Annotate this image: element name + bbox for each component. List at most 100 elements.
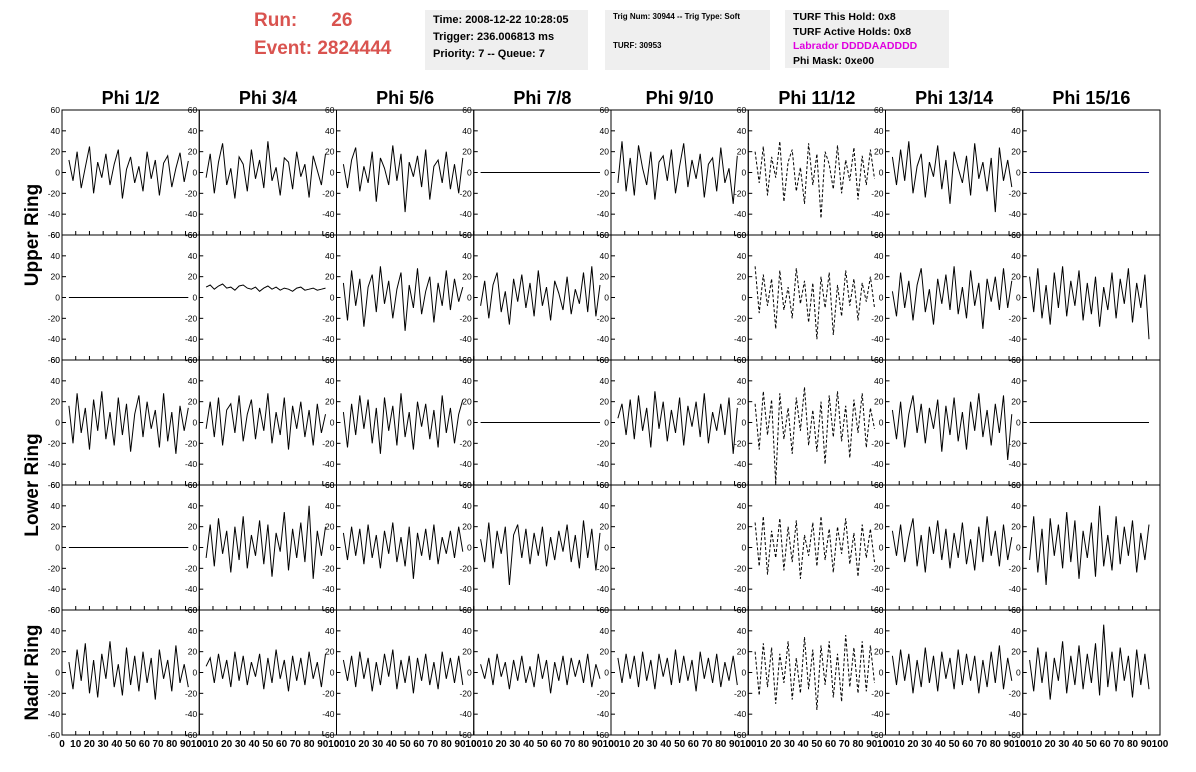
y-tick-label: 20: [51, 147, 61, 157]
y-tick-label: 20: [737, 647, 747, 657]
y-tick-label: 40: [737, 376, 747, 386]
y-tick-label: -60: [322, 730, 335, 740]
y-tick-label: 40: [600, 376, 610, 386]
y-tick-label: -20: [1008, 188, 1021, 198]
y-tick-label: -40: [185, 584, 198, 594]
x-tick-label: 0: [59, 739, 65, 750]
column-title: Phi 3/4: [239, 88, 297, 108]
y-tick-label: 40: [188, 376, 198, 386]
y-tick-label: 20: [188, 147, 198, 157]
y-tick-label: 60: [874, 480, 884, 490]
waveform: [891, 645, 1013, 694]
y-tick-label: 20: [874, 647, 884, 657]
turf-box: TURF This Hold: 0x8 TURF Active Holds: 0…: [785, 10, 949, 68]
y-tick-label: 0: [1016, 293, 1021, 303]
y-tick-label: -40: [48, 709, 61, 719]
x-tick-label: 10: [345, 739, 357, 750]
x-tick-label: 20: [633, 739, 645, 750]
x-tick-label: 0: [883, 739, 889, 750]
y-tick-label: -20: [322, 313, 335, 323]
y-tick-label: 60: [1011, 105, 1021, 115]
y-tick-label: -40: [48, 584, 61, 594]
y-tick-label: 20: [51, 522, 61, 532]
y-tick-label: -40: [459, 334, 472, 344]
y-tick-label: 60: [874, 355, 884, 365]
y-tick-label: 40: [1011, 126, 1021, 136]
column-title: Phi 1/2: [102, 88, 160, 108]
x-tick-label: 80: [715, 739, 727, 750]
x-tick-label: 70: [976, 739, 988, 750]
y-tick-label: 60: [600, 105, 610, 115]
y-tick-label: 0: [467, 293, 472, 303]
y-tick-label: -20: [185, 438, 198, 448]
y-tick-label: 20: [51, 272, 61, 282]
y-tick-label: 40: [325, 501, 335, 511]
time-box: Time: 2008-12-22 10:28:05 Trigger: 236.0…: [425, 10, 588, 70]
y-tick-label: -40: [1008, 584, 1021, 594]
y-tick-label: 0: [330, 168, 335, 178]
x-tick-label: 20: [221, 739, 233, 750]
x-tick-label: 60: [688, 739, 700, 750]
y-tick-label: 0: [879, 668, 884, 678]
x-tick-label: 70: [839, 739, 851, 750]
y-tick-label: 40: [325, 626, 335, 636]
x-tick-label: 30: [98, 739, 110, 750]
y-tick-label: -40: [597, 709, 610, 719]
y-tick-label: 0: [879, 168, 884, 178]
y-tick-label: 60: [737, 105, 747, 115]
x-tick-label: 100: [603, 739, 620, 750]
y-tick-label: 60: [51, 480, 61, 490]
y-tick-label: 60: [462, 230, 472, 240]
x-tick-label: 50: [1086, 739, 1098, 750]
y-tick-label: 20: [874, 147, 884, 157]
x-tick-label: 90: [592, 739, 604, 750]
y-tick-label: 20: [325, 272, 335, 282]
waveform: [1029, 505, 1150, 586]
turf-active: TURF Active Holds: 0x8: [793, 25, 912, 38]
x-tick-label: 100: [465, 739, 482, 750]
y-tick-label: 60: [1011, 480, 1021, 490]
y-tick-label: 60: [462, 105, 472, 115]
column-title: Phi 9/10: [646, 88, 714, 108]
ring-label: Nadir Ring: [22, 624, 43, 720]
y-tick-label: 20: [737, 522, 747, 532]
y-tick-label: 40: [737, 626, 747, 636]
x-tick-label: 50: [400, 739, 412, 750]
trig-num: Trig Num: 30944 -- Trig Type: Soft: [613, 12, 740, 21]
x-tick-label: 90: [180, 739, 192, 750]
ring-label: Upper Ring: [22, 184, 43, 286]
waveform: [480, 520, 601, 586]
y-tick-label: -20: [597, 188, 610, 198]
x-tick-label: 20: [358, 739, 370, 750]
waveform: [342, 393, 464, 454]
y-tick-label: 0: [193, 668, 198, 678]
x-tick-label: 50: [262, 739, 274, 750]
panel-frame: [885, 359, 1024, 486]
y-tick-label: -20: [734, 438, 747, 448]
turf: TURF: 30953: [613, 41, 662, 50]
y-tick-label: 20: [51, 647, 61, 657]
waveform: [754, 634, 875, 711]
y-tick-label: -20: [48, 313, 61, 323]
y-tick-label: 60: [188, 105, 198, 115]
x-tick-label: 70: [427, 739, 439, 750]
y-tick-label: 20: [188, 397, 198, 407]
y-tick-label: -20: [1008, 438, 1021, 448]
y-tick-label: -20: [734, 313, 747, 323]
y-tick-label: 20: [188, 522, 198, 532]
y-tick-label: -20: [459, 563, 472, 573]
y-tick-label: 0: [55, 168, 60, 178]
y-tick-label: 20: [325, 147, 335, 157]
y-tick-label: 40: [600, 626, 610, 636]
y-tick-label: -40: [871, 584, 884, 594]
waveform: [68, 391, 189, 454]
x-tick-label: 100: [877, 739, 894, 750]
y-tick-label: 60: [737, 605, 747, 615]
y-tick-label: 60: [51, 105, 61, 115]
x-tick-label: 40: [249, 739, 261, 750]
waveform: [1029, 624, 1150, 700]
x-tick-label: 0: [334, 739, 340, 750]
x-tick-label: 90: [1003, 739, 1015, 750]
turf-hold: TURF This Hold: 0x8: [793, 11, 896, 23]
